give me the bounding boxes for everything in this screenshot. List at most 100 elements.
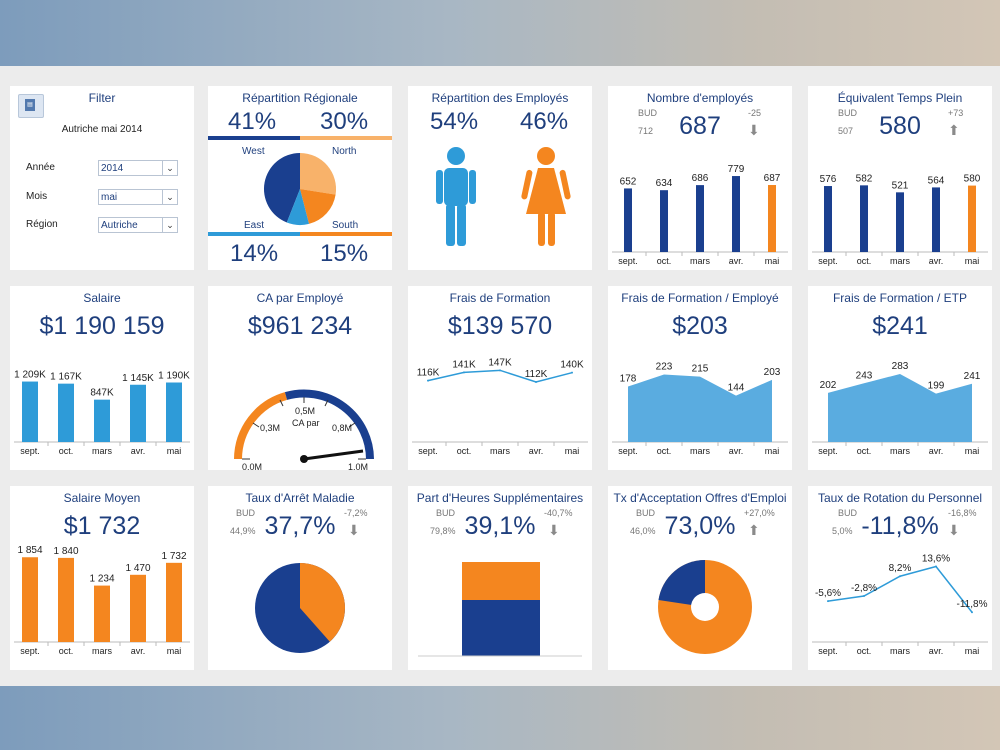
mois-select[interactable]: mai ⌄ [98, 189, 178, 205]
frais-emp-card: Frais de Formation / Employé $203 sept. o… [608, 286, 792, 470]
data-label: 1 840 [53, 546, 78, 557]
data-label: 576 [820, 174, 837, 185]
data-label: 202 [820, 380, 837, 391]
x-tick-label: mai [167, 446, 182, 456]
data-label: 178 [620, 374, 637, 385]
gauge-tick-4: 1,0M [348, 462, 368, 470]
frais-card: Frais de Formation $139 570 sept. oct. mar… [408, 286, 592, 470]
maladie-pie [255, 563, 345, 653]
x-tick-label: mars [690, 446, 710, 456]
export-button[interactable]: ▤ [18, 94, 44, 118]
data-label: 203 [764, 367, 781, 378]
point [971, 611, 973, 614]
annee-label: Année [26, 162, 55, 173]
arrow-down-icon: ⬇ [748, 122, 760, 138]
gauge-needle [303, 449, 364, 461]
data-label: 1 209K [14, 370, 46, 381]
employees-split-title: Répartition des Employés [431, 91, 569, 105]
x-tick-label: mai [565, 446, 580, 456]
kpi-value: $1 732 [63, 512, 141, 540]
data-label: 1 234 [89, 574, 114, 585]
pdf-icon: ▤ [25, 99, 35, 111]
delta-value: -40,7% [544, 508, 573, 518]
x-tick-label: avr. [529, 446, 544, 456]
gauge-title: CA par [292, 418, 320, 428]
bar [130, 384, 146, 442]
x-tick-label: sept. [20, 646, 40, 656]
salaire-moyen-title: Salaire Moyen [63, 491, 141, 505]
etp-title: Équivalent Temps Plein [837, 91, 963, 105]
arrow-down-icon: ⬇ [348, 522, 360, 538]
annee-select[interactable]: 2014 ⌄ [98, 160, 178, 176]
rotation-card: Taux de Rotation du Personnel BUD 5,0% -… [808, 486, 992, 670]
bar [732, 176, 740, 252]
gauge-tick-2: 0,5M [295, 406, 315, 416]
bar [166, 562, 182, 642]
west-pct: 41% [228, 108, 277, 135]
x-tick-label: sept. [818, 446, 838, 456]
north-pct: 30% [320, 108, 369, 135]
region-select[interactable]: Autriche ⌄ [98, 217, 178, 233]
filter-subtitle: Autriche mai 2014 [61, 124, 143, 135]
x-tick-label: mai [965, 446, 980, 456]
data-label: 521 [892, 180, 909, 191]
data-label: 564 [928, 175, 945, 186]
x-tick-label: oct. [457, 446, 472, 456]
x-tick-label: oct. [59, 446, 74, 456]
nb-employes-card: Nombre d'employés BUD 712 687 -25 ⬇ sept… [608, 86, 792, 270]
kpi-value: 73,0% [664, 512, 736, 540]
stack-navy [462, 600, 540, 656]
kpi-value: $241 [872, 312, 928, 340]
x-tick-label: mars [890, 646, 910, 656]
south-pct: 15% [320, 240, 369, 267]
ca-title: CA par Employé [256, 291, 344, 305]
kpi-value: 37,7% [264, 512, 336, 540]
frais-etp-title: Frais de Formation / ETP [832, 291, 968, 305]
x-tick-label: sept. [618, 256, 638, 266]
data-label: 1 167K [50, 372, 82, 383]
east-pct: 14% [230, 240, 279, 267]
bar [94, 585, 110, 642]
donut-rest [658, 560, 705, 607]
bud-value: 46,0% [630, 526, 656, 536]
pie-slice-west [263, 153, 300, 223]
heures-stacked-bar [418, 562, 582, 657]
south-bar [300, 232, 392, 236]
filter-title: Filter [88, 91, 116, 105]
data-label: 634 [656, 178, 673, 189]
etp-bar-chart: sept. oct. mars avr. mai 576 582 521 564 580 [812, 173, 988, 266]
frais-etp-area-chart: sept. oct. mars avr. mai 202 243 283 199 241 [812, 361, 988, 456]
x-tick-label: mars [890, 446, 910, 456]
x-tick-label: avr. [131, 646, 146, 656]
data-label: 687 [764, 173, 781, 184]
female-pct: 46% [520, 108, 569, 135]
area-series [628, 374, 772, 442]
data-label: 686 [692, 173, 709, 184]
south-label: South [332, 220, 359, 231]
point [827, 600, 829, 603]
data-label: 140K [560, 360, 584, 371]
data-label: 141K [452, 359, 476, 370]
rotation-title: Taux de Rotation du Personnel [817, 491, 983, 505]
frais-emp-title: Frais de Formation / Employé [621, 291, 779, 305]
region-label: Région [26, 219, 58, 230]
pie-slice-value [300, 563, 345, 642]
data-label: 779 [728, 164, 745, 175]
bud-label: BUD [838, 508, 858, 518]
delta-value: +27,0% [744, 508, 775, 518]
data-label: 8,2% [889, 563, 912, 574]
bud-label: BUD [236, 508, 256, 518]
delta-value: -7,2% [344, 508, 368, 518]
bar [696, 185, 704, 252]
east-label: East [244, 220, 265, 231]
frais-etp-card: Frais de Formation / ETP $241 sept. oct. m… [808, 286, 992, 470]
gauge-arc-navy [284, 389, 374, 460]
bar [896, 192, 904, 252]
maladie-card: Taux d'Arrêt Maladie BUD 44,9% 37,7% -7,… [208, 486, 392, 670]
bud-value: 712 [638, 126, 654, 136]
x-tick-label: mai [965, 646, 980, 656]
west-bar [208, 136, 300, 140]
gauge-tick-1: 0,3M [260, 423, 280, 433]
data-label: 199 [928, 381, 945, 392]
female-icon [521, 147, 571, 246]
